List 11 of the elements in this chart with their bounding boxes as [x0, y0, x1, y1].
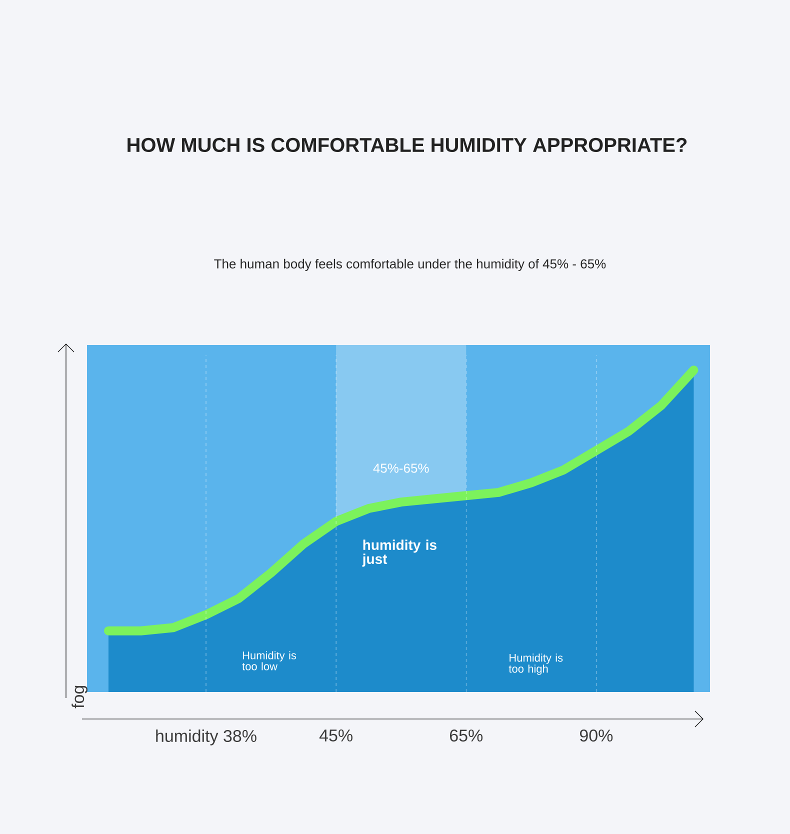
annotation: Humidity is too low — [242, 651, 296, 670]
annotation: humidity is just — [362, 540, 436, 567]
annotation: Humidity is too high — [508, 654, 563, 675]
x-tick-label: 90% — [580, 730, 613, 742]
x-tick-label: humidity 38% — [156, 730, 256, 746]
y-axis-title: fog — [72, 686, 88, 708]
x-tick-label: 65% — [450, 730, 483, 742]
annotation: 45%-65% — [373, 464, 429, 473]
chart-title: HOW MUCH IS COMFORTABLE HUMIDITY APPROPRIATE? — [128, 138, 687, 152]
chart-subtitle: The human body feels comfortable under the humidity of 45% - 65% — [214, 258, 606, 272]
x-tick-label: 45% — [319, 730, 352, 742]
